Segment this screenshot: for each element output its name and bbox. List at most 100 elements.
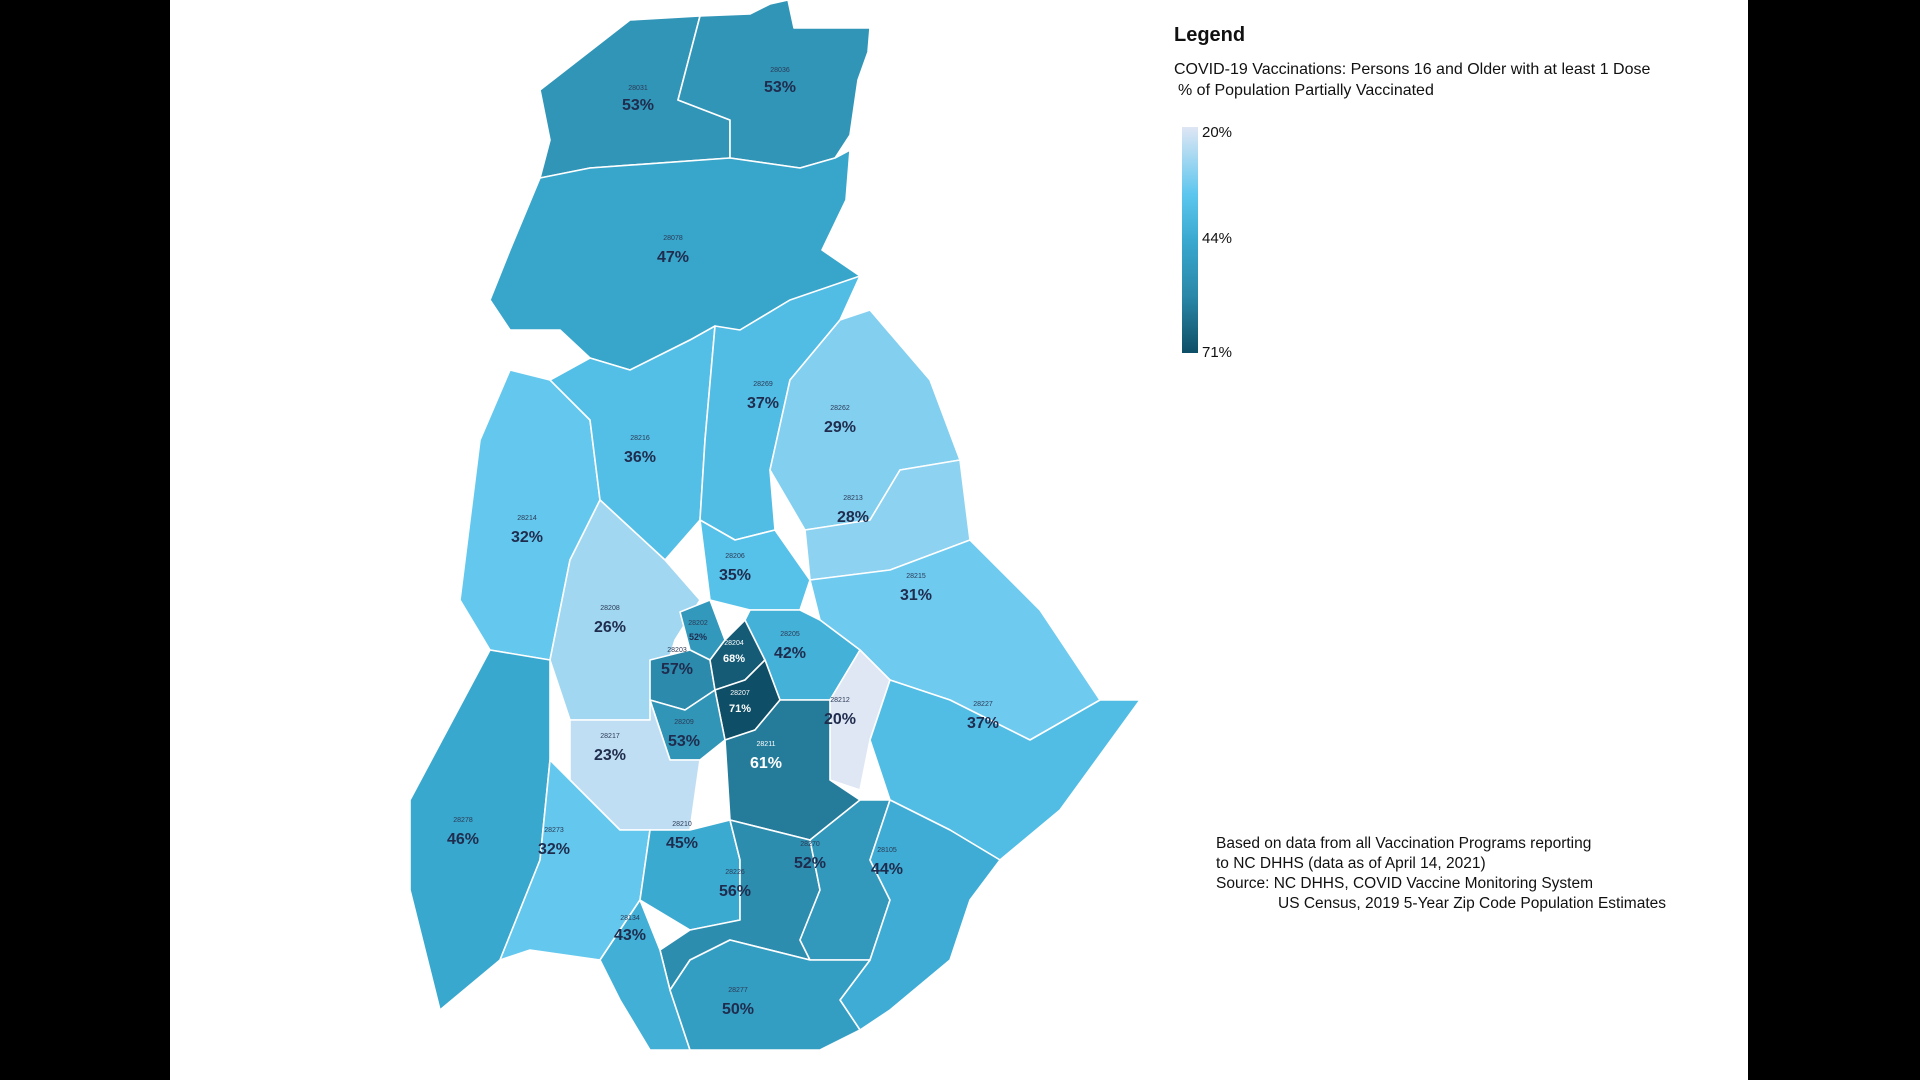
pct-text: 37% bbox=[967, 715, 999, 732]
zip-text: 28207 bbox=[730, 690, 750, 697]
pct-text: 61% bbox=[750, 755, 782, 772]
pct-text: 47% bbox=[657, 249, 689, 266]
note-line: to NC DHHS (data as of April 14, 2021) bbox=[1216, 855, 1486, 872]
zone-label-28203: 28203 57% bbox=[661, 647, 693, 678]
zone-label-28269: 28269 37% bbox=[747, 381, 779, 412]
zone-label-28216: 28216 36% bbox=[624, 435, 656, 466]
pct-text: 53% bbox=[764, 79, 796, 96]
pct-text: 52% bbox=[689, 632, 707, 642]
source-line: US Census, 2019 5-Year Zip Code Populati… bbox=[1278, 895, 1667, 912]
zone-label-28036: 28036 53% bbox=[764, 67, 796, 96]
zone-label-28213: 28213 28% bbox=[837, 495, 869, 526]
legend-subtitle: % of Population Partially Vaccinated bbox=[1178, 82, 1434, 99]
zip-text: 28203 bbox=[667, 647, 687, 654]
zone-label-28134: 28134 43% bbox=[614, 915, 646, 944]
zone-label-28078: 28078 47% bbox=[657, 235, 689, 266]
source-notes: Based on data from all Vaccination Progr… bbox=[1216, 834, 1736, 914]
zone-label-28209: 28209 53% bbox=[668, 719, 700, 750]
zip-text: 28227 bbox=[973, 701, 993, 708]
zip-text: 28134 bbox=[620, 915, 640, 922]
zip-text: 28211 bbox=[757, 741, 776, 748]
zip-text: 28215 bbox=[906, 573, 926, 580]
zone-label-28212: 28212 20% bbox=[824, 697, 856, 728]
pct-text: 45% bbox=[666, 835, 698, 852]
pct-text: 50% bbox=[722, 1001, 754, 1018]
zip-text: 28036 bbox=[770, 67, 790, 74]
zip-text: 28078 bbox=[663, 235, 683, 242]
pct-text: 57% bbox=[661, 661, 693, 678]
note-line: Based on data from all Vaccination Progr… bbox=[1216, 835, 1592, 852]
zone-label-28226: 28226 56% bbox=[719, 869, 751, 900]
pct-text: 36% bbox=[624, 449, 656, 466]
zip-text: 28202 bbox=[688, 620, 708, 627]
pct-text: 20% bbox=[824, 711, 856, 728]
pct-text: 42% bbox=[774, 645, 806, 662]
zone-label-28270: 28270 52% bbox=[794, 841, 826, 872]
zone-label-28215: 28215 31% bbox=[900, 573, 932, 604]
pct-text: 32% bbox=[538, 841, 570, 858]
pct-text: 32% bbox=[511, 529, 543, 546]
zip-text: 28269 bbox=[753, 381, 773, 388]
zip-text: 28273 bbox=[544, 827, 564, 834]
zone-label-28031: 28031 53% bbox=[622, 85, 654, 114]
zone-28277 bbox=[669, 939, 871, 1051]
zip-text: 28206 bbox=[725, 553, 745, 560]
pct-text: 23% bbox=[594, 747, 626, 764]
pct-text: 35% bbox=[719, 567, 751, 584]
pct-text: 43% bbox=[614, 927, 646, 944]
zone-28105 bbox=[839, 799, 1001, 1031]
zone-label-28273: 28273 32% bbox=[538, 827, 570, 858]
pct-text: 26% bbox=[594, 619, 626, 636]
legend-panel: Legend COVID-19 Vaccinations: Persons 16… bbox=[1174, 24, 1734, 361]
pct-text: 37% bbox=[747, 395, 779, 412]
source-line: Source: NC DHHS, COVID Vaccine Monitorin… bbox=[1216, 875, 1593, 892]
county-map: 28031 53% 28036 53% 28078 47% 28216 36% 2826… bbox=[409, 0, 1141, 1051]
zone-label-28214: 28214 32% bbox=[511, 515, 543, 546]
zone-label-28205: 28205 42% bbox=[774, 631, 806, 662]
zip-text: 28213 bbox=[843, 495, 863, 502]
zone-label-28277: 28277 50% bbox=[722, 987, 754, 1018]
pct-text: 29% bbox=[824, 419, 856, 436]
pct-text: 44% bbox=[871, 861, 903, 878]
zone-label-28202: 28202 52% bbox=[688, 620, 708, 642]
zip-text: 28209 bbox=[674, 719, 694, 726]
zone-label-28206: 28206 35% bbox=[719, 553, 751, 584]
zip-text: 28216 bbox=[630, 435, 650, 442]
zip-text: 28277 bbox=[728, 987, 748, 994]
zone-label-28210: 28210 45% bbox=[666, 821, 698, 852]
zip-text: 28204 bbox=[724, 640, 744, 647]
zone-label-28208: 28208 26% bbox=[594, 605, 626, 636]
zip-text: 28262 bbox=[830, 405, 850, 412]
legend-heading: Legend bbox=[1174, 24, 1246, 46]
zip-text: 28278 bbox=[453, 817, 473, 824]
pct-text: 28% bbox=[837, 509, 869, 526]
zone-28206 bbox=[699, 519, 811, 611]
pct-text: 52% bbox=[794, 855, 826, 872]
zip-text: 28217 bbox=[600, 733, 620, 740]
pct-text: 56% bbox=[719, 883, 751, 900]
zip-text: 28212 bbox=[830, 697, 850, 704]
scale-tick-high: 71% bbox=[1202, 344, 1233, 361]
zone-label-28278: 28278 46% bbox=[447, 817, 479, 848]
zone-label-28211: 28211 61% bbox=[750, 741, 782, 772]
pct-text: 53% bbox=[668, 733, 700, 750]
pct-text: 68% bbox=[723, 653, 745, 665]
pct-text: 46% bbox=[447, 831, 479, 848]
scale-tick-mid: 44% bbox=[1202, 230, 1233, 247]
zone-28036 bbox=[677, 0, 871, 169]
zone-label-28227: 28227 37% bbox=[967, 701, 999, 732]
zone-label-28207: 28207 71% bbox=[729, 690, 751, 715]
zone-label-28217: 28217 23% bbox=[594, 733, 626, 764]
zone-label-28105: 28105 44% bbox=[871, 847, 903, 878]
zip-text: 28208 bbox=[600, 605, 620, 612]
zone-label-28262: 28262 29% bbox=[824, 405, 856, 436]
scale-tick-low: 20% bbox=[1202, 124, 1233, 141]
pct-text: 53% bbox=[622, 97, 654, 114]
zip-text: 28105 bbox=[877, 847, 897, 854]
zip-text: 28210 bbox=[672, 821, 692, 828]
zip-text: 28214 bbox=[517, 515, 537, 522]
zip-text: 28205 bbox=[780, 631, 800, 638]
zip-text: 28270 bbox=[800, 841, 820, 848]
color-scale-bar bbox=[1182, 127, 1198, 353]
zone-28278 bbox=[409, 649, 551, 1011]
